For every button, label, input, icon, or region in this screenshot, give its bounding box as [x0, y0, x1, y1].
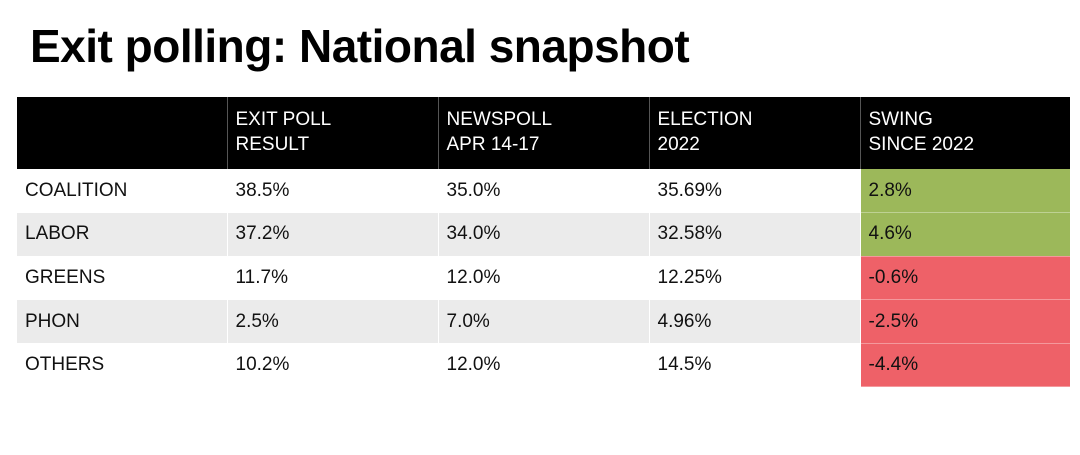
party-cell: PHON: [17, 299, 228, 344]
exit-poll-cell: 10.2%: [227, 343, 439, 387]
results-table: EXIT POLL RESULT NEWSPOLL APR 14-17 ELEC…: [17, 97, 1070, 388]
header-swing: SWING SINCE 2022: [860, 97, 1070, 169]
election-2022-cell: 35.69%: [649, 169, 861, 213]
header-election-line2: 2022: [657, 134, 700, 155]
header-party: [17, 97, 228, 169]
table-row: LABOR 37.2% 34.0% 32.58% 4.6%: [17, 212, 1070, 257]
table-row: COALITION 38.5% 35.0% 35.69% 2.8%: [17, 169, 1070, 214]
exit-poll-cell: 37.2%: [227, 212, 439, 257]
header-newspoll: NEWSPOLL APR 14-17: [438, 97, 650, 169]
party-cell: OTHERS: [17, 343, 228, 387]
party-cell: GREENS: [17, 256, 228, 300]
header-exit-poll-line2: RESULT: [235, 134, 310, 155]
election-2022-cell: 32.58%: [649, 212, 861, 257]
exit-poll-cell: 38.5%: [227, 169, 439, 213]
header-swing-line2: SINCE 2022: [868, 134, 975, 155]
party-cell: LABOR: [17, 212, 228, 257]
newspoll-cell: 35.0%: [438, 169, 650, 213]
table-row: PHON 2.5% 7.0% 4.96% -2.5%: [17, 299, 1070, 344]
swing-cell: -0.6%: [860, 256, 1070, 301]
chart-title: Exit polling: National snapshot: [30, 20, 690, 72]
swing-cell: -2.5%: [860, 299, 1070, 344]
table-row: OTHERS 10.2% 12.0% 14.5% -4.4%: [17, 343, 1070, 388]
header-election-2022: ELECTION 2022: [649, 97, 861, 169]
newspoll-cell: 7.0%: [438, 299, 650, 344]
exit-poll-cell: 11.7%: [227, 256, 439, 300]
election-2022-cell: 14.5%: [649, 343, 861, 387]
table-row: GREENS 11.7% 12.0% 12.25% -0.6%: [17, 256, 1070, 301]
table-header: EXIT POLL RESULT NEWSPOLL APR 14-17 ELEC…: [17, 97, 1070, 169]
newspoll-cell: 12.0%: [438, 256, 650, 300]
header-swing-line1: SWING: [868, 109, 933, 130]
header-exit-poll: EXIT POLL RESULT: [227, 97, 439, 169]
swing-cell: 2.8%: [860, 169, 1070, 214]
newspoll-cell: 12.0%: [438, 343, 650, 387]
header-election-line1: ELECTION: [657, 109, 753, 130]
header-newspoll-line2: APR 14-17: [446, 134, 540, 155]
table-body: COALITION 38.5% 35.0% 35.69% 2.8% LABOR …: [17, 169, 1070, 388]
swing-cell: -4.4%: [860, 343, 1070, 388]
election-2022-cell: 4.96%: [649, 299, 861, 344]
party-cell: COALITION: [17, 169, 228, 213]
exit-poll-cell: 2.5%: [227, 299, 439, 344]
header-row: EXIT POLL RESULT NEWSPOLL APR 14-17 ELEC…: [17, 97, 1070, 169]
header-exit-poll-line1: EXIT POLL: [235, 109, 332, 130]
header-newspoll-line1: NEWSPOLL: [446, 109, 553, 130]
election-2022-cell: 12.25%: [649, 256, 861, 300]
newspoll-cell: 34.0%: [438, 212, 650, 257]
swing-cell: 4.6%: [860, 212, 1070, 257]
